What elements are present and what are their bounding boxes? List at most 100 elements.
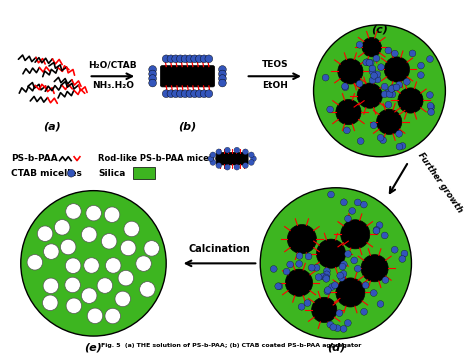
Circle shape: [149, 70, 156, 78]
Circle shape: [328, 191, 335, 198]
Circle shape: [418, 72, 424, 78]
Circle shape: [97, 278, 113, 293]
FancyBboxPatch shape: [160, 66, 215, 87]
Circle shape: [210, 152, 216, 158]
Circle shape: [356, 80, 363, 87]
Circle shape: [21, 191, 166, 336]
Circle shape: [392, 50, 398, 57]
Text: CTAB micelles: CTAB micelles: [11, 169, 82, 178]
Circle shape: [377, 301, 384, 308]
Circle shape: [216, 163, 222, 168]
Circle shape: [328, 284, 336, 290]
Text: (e): (e): [85, 343, 102, 353]
Circle shape: [336, 100, 361, 125]
Circle shape: [327, 321, 334, 328]
Circle shape: [118, 270, 134, 286]
Circle shape: [332, 282, 338, 289]
Circle shape: [243, 163, 248, 168]
Circle shape: [86, 205, 101, 221]
Circle shape: [43, 295, 58, 310]
Circle shape: [248, 152, 254, 158]
Circle shape: [409, 50, 416, 57]
Text: (d): (d): [327, 343, 345, 353]
Circle shape: [396, 81, 402, 88]
Circle shape: [369, 65, 376, 72]
Circle shape: [82, 227, 97, 242]
Circle shape: [401, 250, 408, 257]
Circle shape: [340, 261, 347, 268]
Circle shape: [345, 320, 351, 326]
Circle shape: [357, 83, 383, 108]
Text: Silica: Silica: [98, 169, 126, 178]
Circle shape: [427, 102, 434, 109]
Circle shape: [298, 303, 305, 310]
Circle shape: [208, 156, 214, 161]
Circle shape: [377, 134, 384, 141]
Circle shape: [382, 277, 389, 284]
Circle shape: [361, 255, 388, 282]
Circle shape: [369, 77, 376, 84]
Circle shape: [219, 79, 226, 87]
Circle shape: [243, 149, 248, 155]
Circle shape: [172, 90, 180, 98]
Circle shape: [385, 47, 392, 54]
Circle shape: [370, 122, 377, 129]
Circle shape: [364, 59, 371, 66]
Circle shape: [124, 221, 139, 237]
Circle shape: [373, 55, 380, 62]
Circle shape: [351, 257, 357, 264]
Circle shape: [191, 55, 199, 63]
Circle shape: [355, 265, 361, 272]
Text: Further growth: Further growth: [416, 151, 465, 215]
Circle shape: [181, 90, 189, 98]
Circle shape: [324, 288, 331, 295]
Circle shape: [120, 240, 136, 256]
Circle shape: [345, 215, 351, 222]
Circle shape: [219, 74, 226, 82]
Circle shape: [234, 164, 240, 170]
Text: (a): (a): [43, 122, 61, 132]
Circle shape: [37, 226, 53, 241]
Circle shape: [371, 72, 377, 79]
Circle shape: [340, 325, 347, 332]
Text: (c): (c): [371, 25, 388, 35]
Circle shape: [195, 90, 203, 98]
Circle shape: [378, 64, 384, 71]
Circle shape: [66, 204, 81, 219]
Circle shape: [345, 251, 351, 257]
Circle shape: [304, 300, 311, 306]
Circle shape: [225, 147, 230, 153]
Circle shape: [357, 138, 364, 145]
Text: EtOH: EtOH: [262, 81, 288, 90]
Text: Fig. 5  (a) THE solution of PS-b-PAA; (b) CTAB coated PS-b-PAA aggregator: Fig. 5 (a) THE solution of PS-b-PAA; (b)…: [101, 343, 361, 348]
Circle shape: [380, 137, 386, 144]
Circle shape: [340, 270, 347, 277]
Circle shape: [366, 59, 373, 66]
Circle shape: [248, 160, 254, 165]
Circle shape: [65, 277, 81, 293]
Circle shape: [305, 253, 312, 260]
Circle shape: [167, 55, 175, 63]
Circle shape: [362, 282, 369, 289]
Circle shape: [399, 256, 406, 262]
Circle shape: [342, 83, 348, 90]
Circle shape: [385, 101, 392, 108]
Circle shape: [234, 147, 240, 153]
Circle shape: [399, 142, 406, 149]
Text: TEOS: TEOS: [262, 61, 288, 69]
Circle shape: [319, 273, 327, 280]
Circle shape: [176, 90, 184, 98]
Circle shape: [427, 55, 433, 62]
Circle shape: [393, 84, 400, 91]
Circle shape: [334, 325, 341, 332]
Circle shape: [341, 220, 370, 249]
Circle shape: [149, 79, 156, 87]
Circle shape: [349, 208, 356, 214]
Circle shape: [384, 57, 410, 82]
Circle shape: [105, 308, 120, 324]
Circle shape: [398, 88, 423, 113]
Circle shape: [44, 244, 59, 259]
Circle shape: [356, 42, 363, 48]
Circle shape: [195, 55, 203, 63]
Circle shape: [296, 261, 302, 267]
